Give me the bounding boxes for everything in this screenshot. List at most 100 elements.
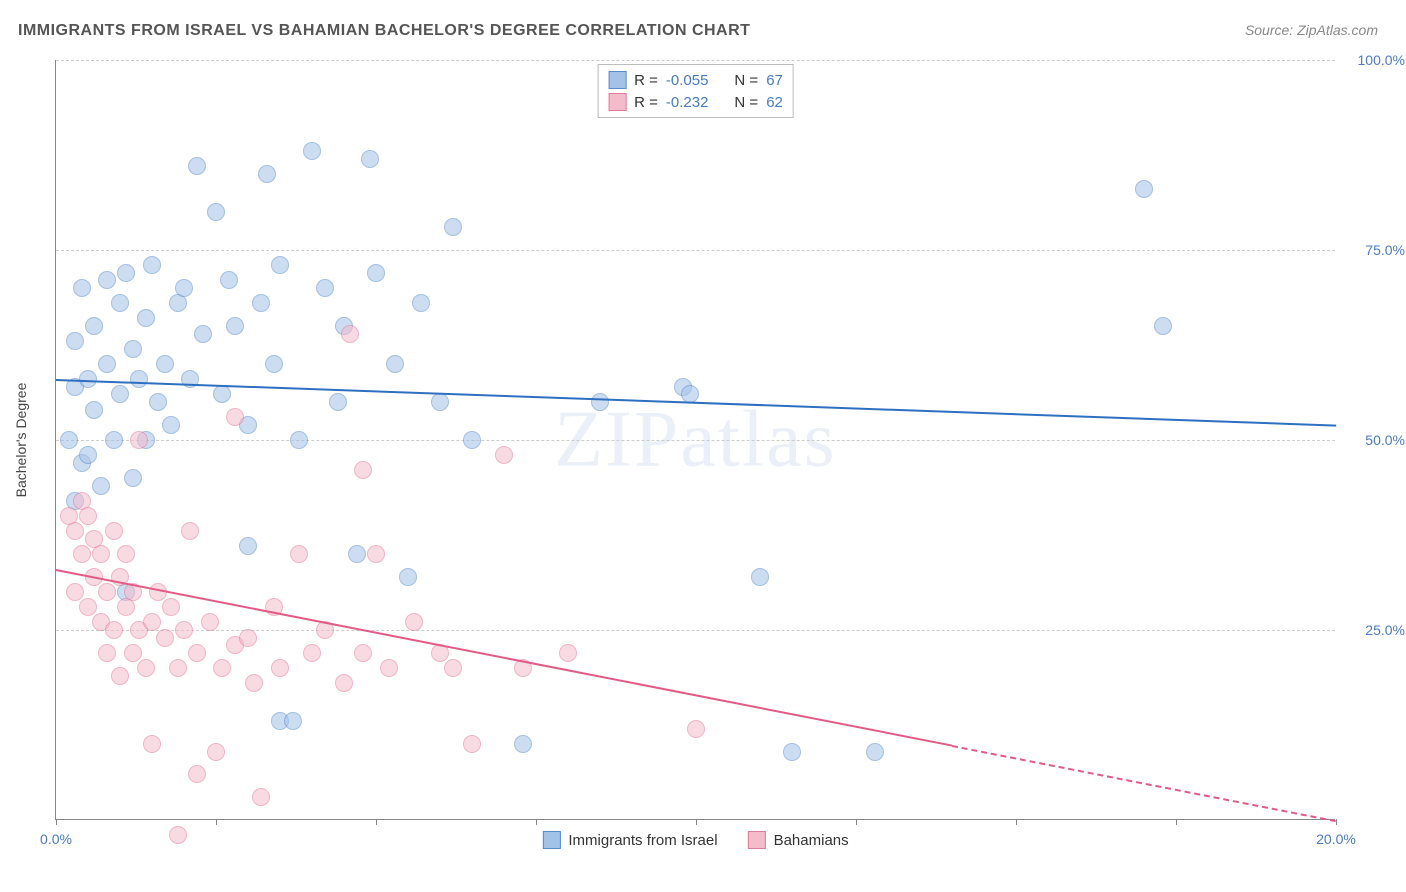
data-point <box>92 477 110 495</box>
data-point <box>66 522 84 540</box>
data-point <box>245 674 263 692</box>
grid-line <box>56 60 1335 61</box>
x-tick-label: 0.0% <box>40 831 72 847</box>
grid-line <box>56 440 1335 441</box>
data-point <box>220 271 238 289</box>
data-point <box>79 598 97 616</box>
x-tick <box>536 819 537 825</box>
legend-item-israel: Immigrants from Israel <box>542 831 717 849</box>
data-point <box>73 279 91 297</box>
data-point <box>143 613 161 631</box>
data-point <box>194 325 212 343</box>
data-point <box>463 431 481 449</box>
data-point <box>412 294 430 312</box>
data-point <box>111 385 129 403</box>
data-point <box>239 629 257 647</box>
data-point <box>98 644 116 662</box>
data-point <box>367 545 385 563</box>
data-point <box>181 522 199 540</box>
data-point <box>175 279 193 297</box>
data-point <box>399 568 417 586</box>
data-point <box>1135 180 1153 198</box>
data-point <box>348 545 366 563</box>
data-point <box>687 720 705 738</box>
x-tick <box>696 819 697 825</box>
x-tick <box>56 819 57 825</box>
x-tick <box>1176 819 1177 825</box>
data-point <box>1154 317 1172 335</box>
data-point <box>98 355 116 373</box>
data-point <box>162 598 180 616</box>
data-point <box>117 545 135 563</box>
data-point <box>495 446 513 464</box>
y-axis-label: Bachelor's Degree <box>13 382 29 497</box>
data-point <box>175 621 193 639</box>
data-point <box>354 461 372 479</box>
data-point <box>162 416 180 434</box>
data-point <box>265 355 283 373</box>
data-point <box>559 644 577 662</box>
plot-area: ZIPatlas Bachelor's Degree R = -0.055 N … <box>55 60 1335 820</box>
data-point <box>169 659 187 677</box>
x-tick <box>856 819 857 825</box>
data-point <box>98 583 116 601</box>
data-point <box>271 256 289 274</box>
data-point <box>117 264 135 282</box>
y-tick-label: 100.0% <box>1345 52 1405 68</box>
data-point <box>444 218 462 236</box>
y-tick-label: 25.0% <box>1345 622 1405 638</box>
chart-title: IMMIGRANTS FROM ISRAEL VS BAHAMIAN BACHE… <box>18 22 750 40</box>
legend-label-israel: Immigrants from Israel <box>568 832 717 849</box>
data-point <box>252 788 270 806</box>
legend-row-israel: R = -0.055 N = 67 <box>608 69 783 91</box>
data-point <box>92 545 110 563</box>
chart-container: IMMIGRANTS FROM ISRAEL VS BAHAMIAN BACHE… <box>0 0 1406 892</box>
x-tick <box>376 819 377 825</box>
data-point <box>329 393 347 411</box>
n-label: N = <box>734 94 758 111</box>
correlation-legend: R = -0.055 N = 67 R = -0.232 N = 62 <box>597 64 794 118</box>
data-point <box>201 613 219 631</box>
data-point <box>207 743 225 761</box>
n-value-israel: 67 <box>766 72 783 89</box>
data-point <box>354 644 372 662</box>
data-point <box>866 743 884 761</box>
data-point <box>367 264 385 282</box>
data-point <box>60 431 78 449</box>
r-label: R = <box>634 72 658 89</box>
legend-item-bahamians: Bahamians <box>748 831 849 849</box>
data-point <box>290 545 308 563</box>
data-point <box>751 568 769 586</box>
swatch-israel <box>608 71 626 89</box>
data-point <box>130 370 148 388</box>
data-point <box>514 735 532 753</box>
data-point <box>79 446 97 464</box>
data-point <box>463 735 481 753</box>
data-point <box>290 431 308 449</box>
data-point <box>124 644 142 662</box>
data-point <box>156 629 174 647</box>
data-point <box>85 317 103 335</box>
data-point <box>188 157 206 175</box>
data-point <box>252 294 270 312</box>
r-value-israel: -0.055 <box>666 72 709 89</box>
data-point <box>341 325 359 343</box>
data-point <box>111 667 129 685</box>
r-value-bahamians: -0.232 <box>666 94 709 111</box>
data-point <box>271 659 289 677</box>
data-point <box>105 431 123 449</box>
data-point <box>207 203 225 221</box>
data-point <box>213 659 231 677</box>
series-legend: Immigrants from Israel Bahamians <box>542 831 848 849</box>
y-tick-label: 50.0% <box>1345 432 1405 448</box>
data-point <box>386 355 404 373</box>
data-point <box>124 340 142 358</box>
data-point <box>188 644 206 662</box>
data-point <box>66 332 84 350</box>
data-point <box>149 393 167 411</box>
data-point <box>111 294 129 312</box>
data-point <box>98 271 116 289</box>
data-point <box>188 765 206 783</box>
y-tick-label: 75.0% <box>1345 242 1405 258</box>
data-point <box>405 613 423 631</box>
